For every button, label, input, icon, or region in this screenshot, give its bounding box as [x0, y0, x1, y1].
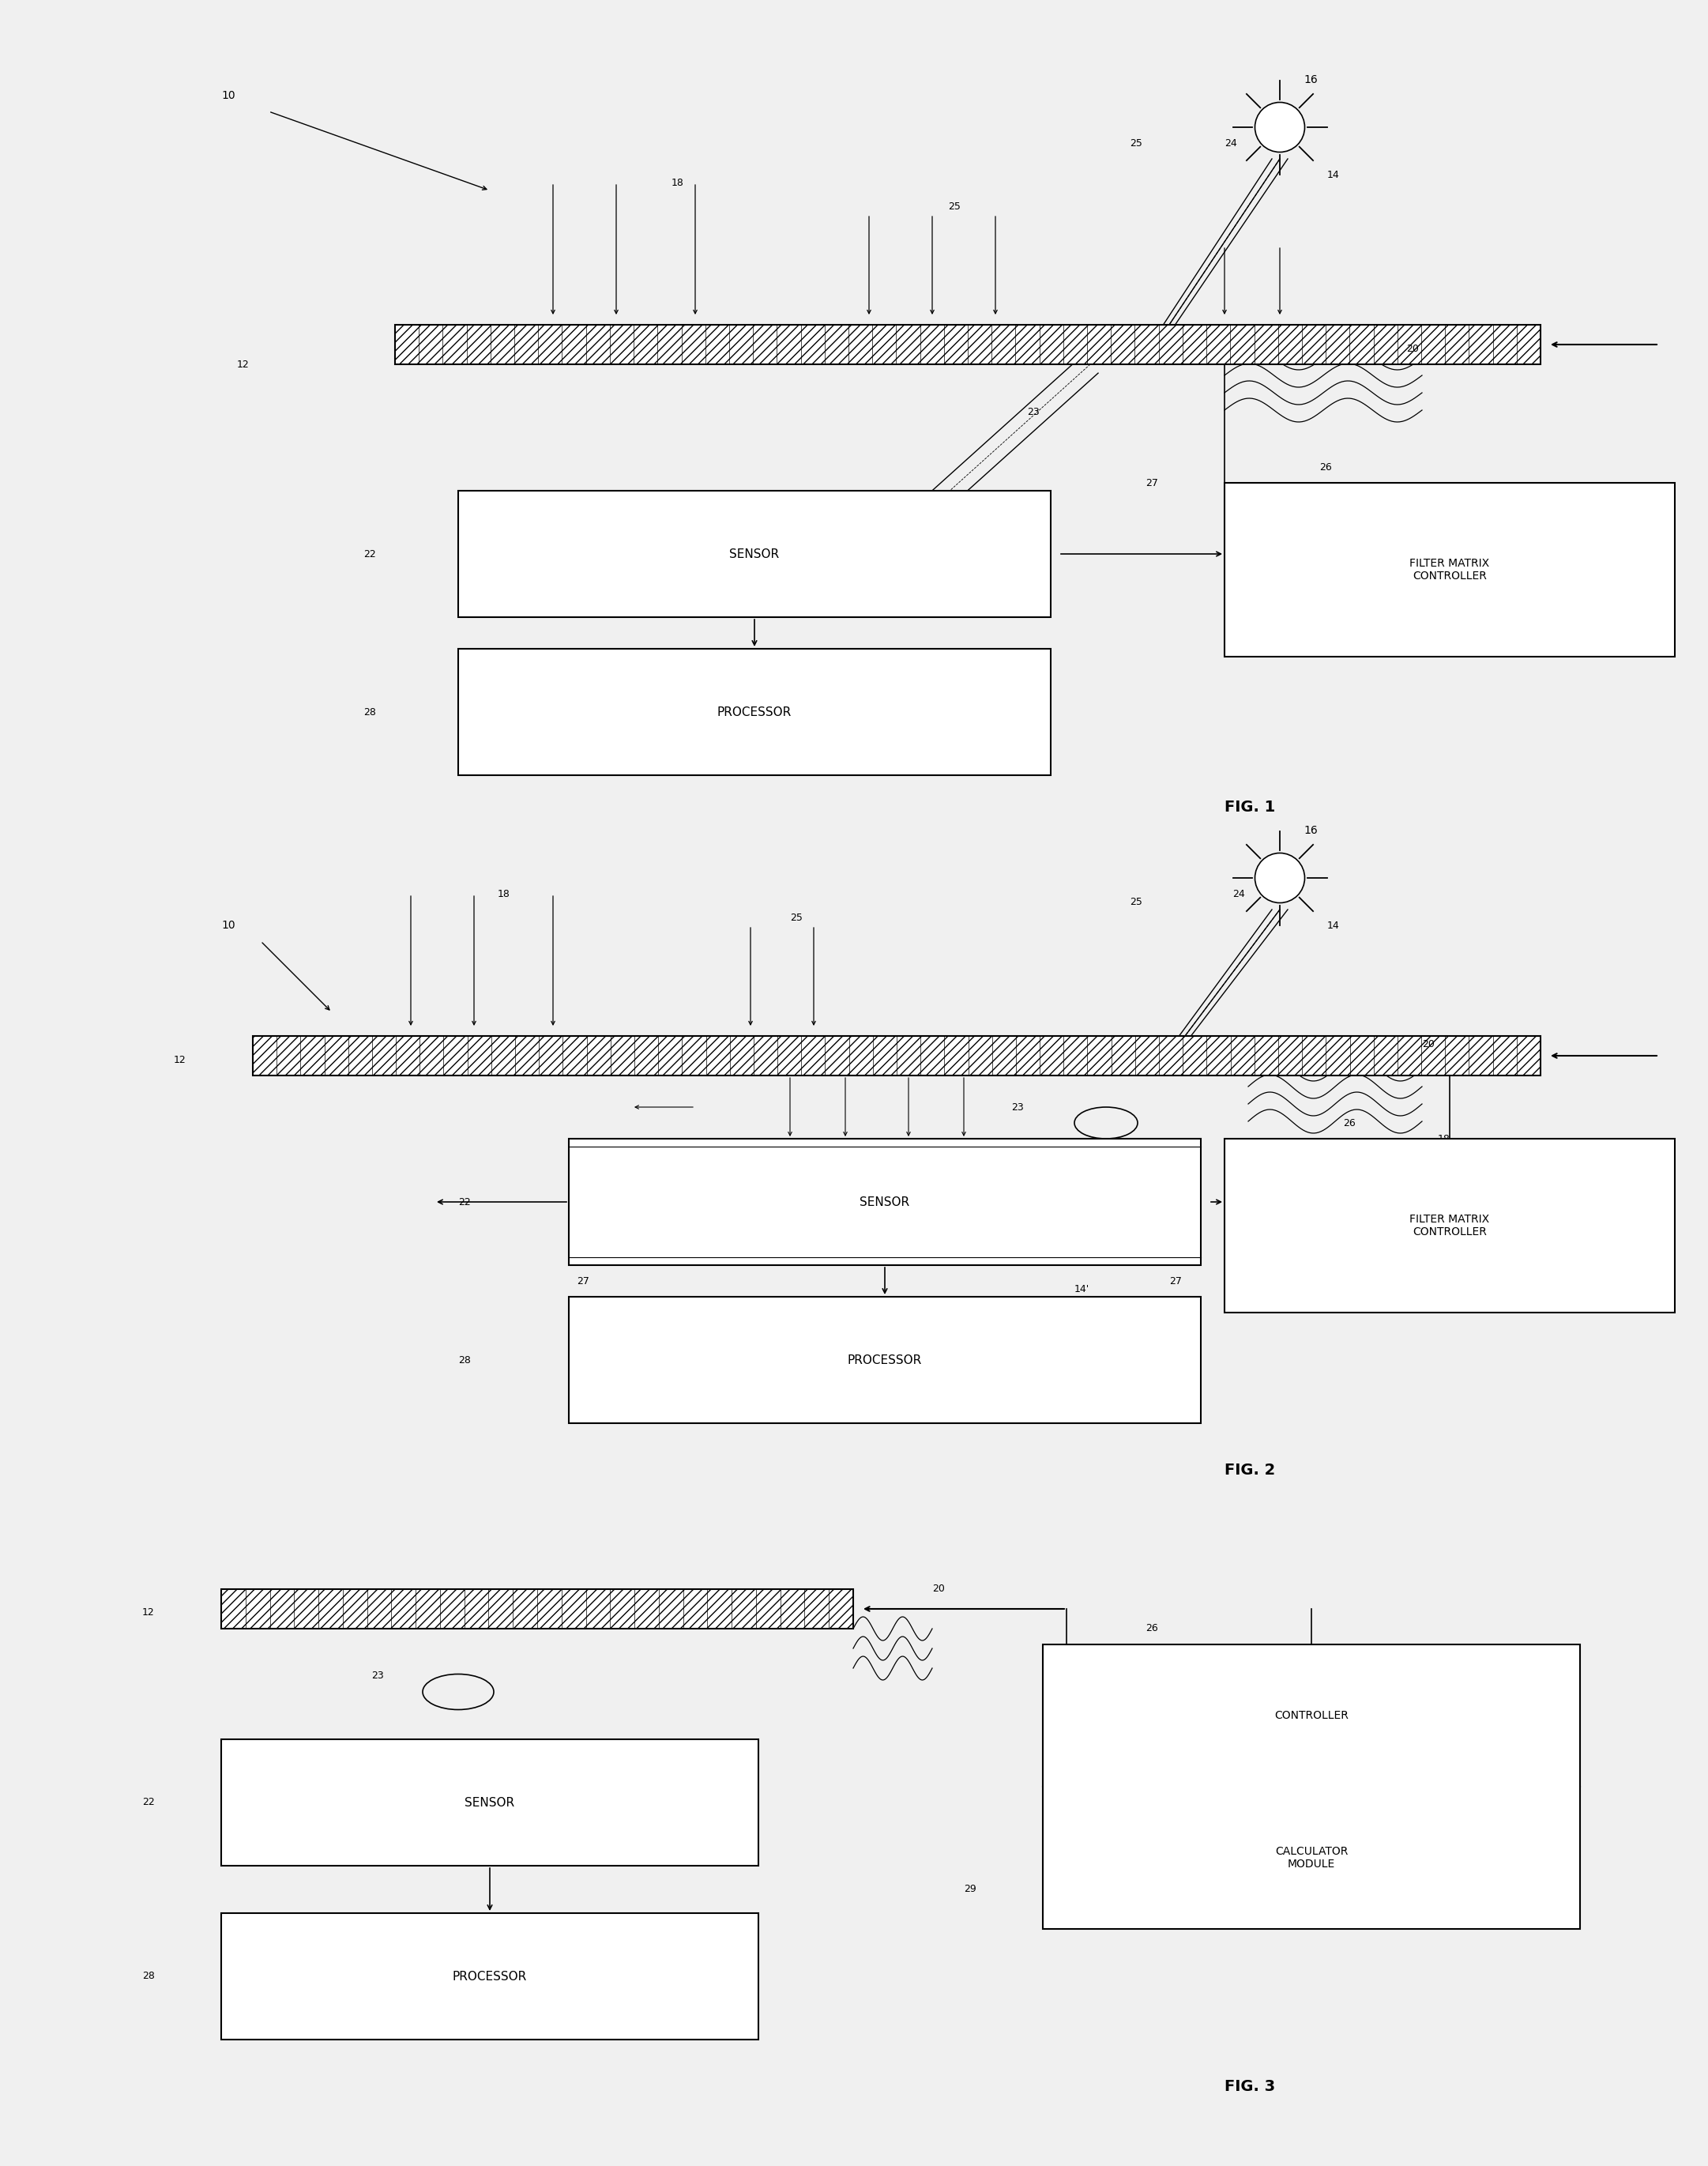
Bar — [1225, 483, 1676, 656]
Text: 20: 20 — [933, 1583, 945, 1594]
Text: 27: 27 — [1146, 479, 1158, 487]
Text: 26: 26 — [1146, 1624, 1158, 1633]
Text: FILTER MATRIX
CONTROLLER: FILTER MATRIX CONTROLLER — [1409, 559, 1489, 583]
Bar — [1044, 1644, 1580, 1930]
Text: 27: 27 — [577, 1276, 589, 1287]
Text: 24: 24 — [1225, 139, 1237, 147]
Text: 10: 10 — [222, 921, 236, 931]
Bar — [222, 1739, 758, 1865]
Text: 16: 16 — [1303, 825, 1317, 836]
Text: 26: 26 — [1319, 461, 1332, 472]
Bar — [458, 492, 1050, 617]
Text: 12: 12 — [142, 1607, 155, 1618]
Text: 18: 18 — [497, 888, 511, 899]
Text: 10: 10 — [222, 91, 236, 102]
Text: 28: 28 — [458, 1356, 471, 1365]
Circle shape — [1255, 853, 1305, 903]
Text: 25: 25 — [1129, 897, 1143, 908]
Bar — [222, 1590, 854, 1629]
Bar — [569, 1139, 1201, 1265]
Text: 24: 24 — [1233, 888, 1245, 899]
Bar — [222, 1913, 758, 2040]
Text: 28: 28 — [364, 706, 376, 717]
Text: CONTROLLER: CONTROLLER — [1274, 1709, 1349, 1722]
Text: 22: 22 — [142, 1798, 155, 1809]
Circle shape — [1255, 102, 1305, 152]
Text: PROCESSOR: PROCESSOR — [847, 1354, 922, 1367]
Bar — [1225, 1139, 1676, 1313]
Text: 20: 20 — [1406, 344, 1419, 353]
Text: FIG. 3: FIG. 3 — [1225, 2079, 1276, 2095]
Text: FIG. 1: FIG. 1 — [1225, 799, 1276, 814]
Text: 12: 12 — [174, 1055, 186, 1066]
Text: 25: 25 — [948, 201, 960, 212]
Text: 27: 27 — [1170, 1276, 1182, 1287]
Bar — [253, 1035, 1541, 1077]
Text: 25: 25 — [791, 912, 803, 923]
Text: 23: 23 — [371, 1670, 384, 1681]
Text: 18: 18 — [1438, 1133, 1450, 1144]
Text: 29: 29 — [963, 1884, 977, 1895]
Text: SENSOR: SENSOR — [729, 548, 779, 559]
Text: 22: 22 — [364, 548, 376, 559]
Text: 14: 14 — [1327, 169, 1339, 180]
Text: PROCESSOR: PROCESSOR — [717, 706, 793, 717]
Text: 16: 16 — [1303, 74, 1317, 84]
Text: 23: 23 — [1011, 1102, 1023, 1111]
Text: 26: 26 — [1342, 1118, 1356, 1128]
Text: 28: 28 — [142, 1971, 155, 1982]
Text: 14: 14 — [1327, 921, 1339, 931]
Bar — [395, 325, 1541, 364]
Text: SENSOR: SENSOR — [859, 1196, 910, 1209]
Text: 12: 12 — [237, 360, 249, 370]
Text: SENSOR: SENSOR — [465, 1796, 514, 1809]
Bar — [569, 1297, 1201, 1423]
Text: 23: 23 — [1027, 407, 1040, 416]
Text: 20: 20 — [1423, 1040, 1435, 1048]
Text: FILTER MATRIX
CONTROLLER: FILTER MATRIX CONTROLLER — [1409, 1213, 1489, 1237]
Text: 18: 18 — [671, 178, 683, 188]
Text: PROCESSOR: PROCESSOR — [453, 1971, 528, 1982]
Text: 22: 22 — [458, 1198, 471, 1206]
Text: 25: 25 — [1129, 139, 1143, 147]
Text: CALCULATOR
MODULE: CALCULATOR MODULE — [1274, 1845, 1348, 1869]
Text: 14': 14' — [1074, 1284, 1090, 1293]
Text: FIG. 2: FIG. 2 — [1225, 1462, 1276, 1477]
Bar — [458, 650, 1050, 775]
